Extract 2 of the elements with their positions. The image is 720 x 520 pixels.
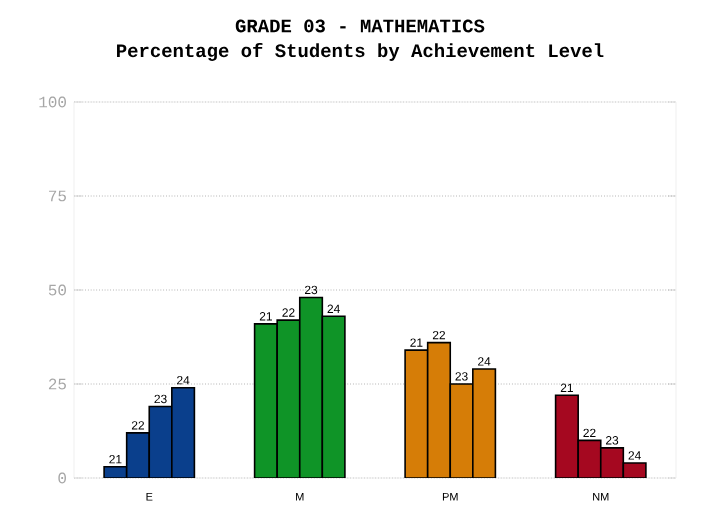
- chart-subtitle: Percentage of Students by Achievement Level: [117, 42, 604, 61]
- chart-title: GRADE 03 - MATHEMATICS: [235, 19, 485, 33]
